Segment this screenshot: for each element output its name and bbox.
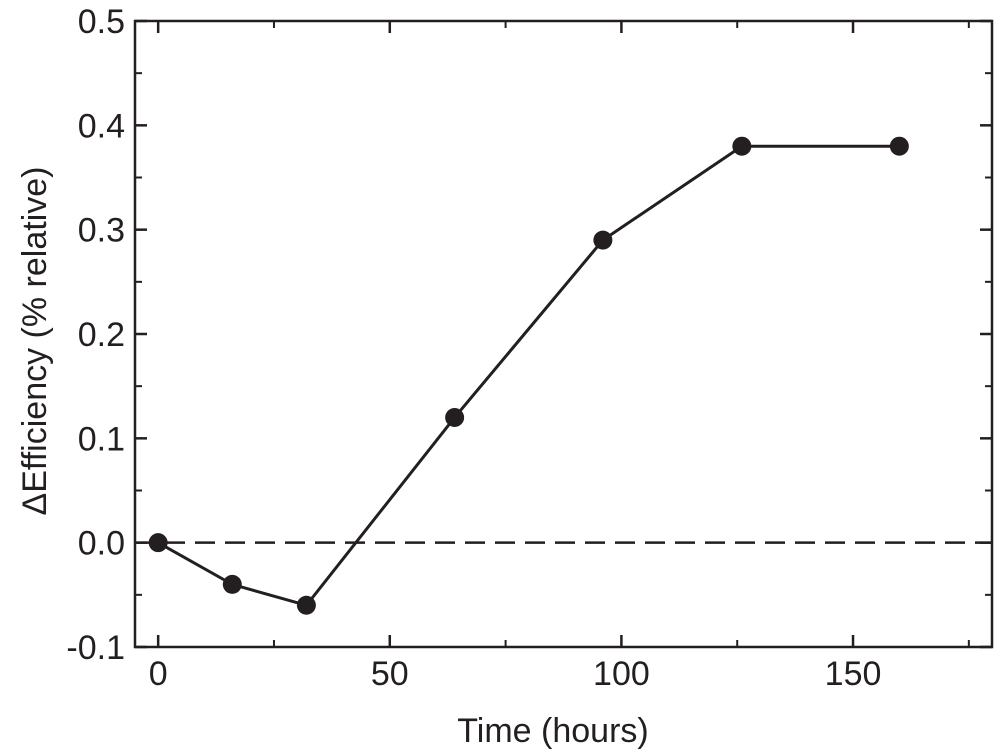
tick-labels-layer: -0.1 0.0 0.1 0.2 0.3 0.4 0.5 0 50 100 150 (66, 3, 881, 693)
y-tick-label: 0.3 (78, 212, 125, 250)
data-point (889, 136, 909, 156)
data-point (593, 230, 613, 250)
data-point (222, 574, 242, 594)
y-tick-label: 0.2 (78, 316, 125, 354)
data-point (296, 595, 316, 615)
x-tick-label: 100 (593, 655, 650, 693)
x-axis-title: Time (hours) (457, 712, 648, 750)
data-point (732, 136, 752, 156)
series-layer (148, 136, 909, 615)
y-tick-label: 0.5 (78, 3, 125, 41)
x-tick-label: 50 (371, 655, 409, 693)
y-axis-title: ΔEfficiency (% relative) (16, 167, 54, 516)
x-tick-label: 0 (149, 655, 168, 693)
y-tick-label: -0.1 (66, 629, 125, 667)
y-tick-label: 0.4 (78, 107, 125, 145)
series-line (157, 144, 900, 607)
axes-layer (133, 19, 994, 649)
data-point (445, 407, 465, 427)
plot-frame (133, 19, 994, 649)
data-point (148, 533, 168, 553)
y-tick-label: 0.0 (78, 525, 125, 563)
y-tick-label: 0.1 (78, 420, 125, 458)
x-tick-label: 150 (825, 655, 882, 693)
